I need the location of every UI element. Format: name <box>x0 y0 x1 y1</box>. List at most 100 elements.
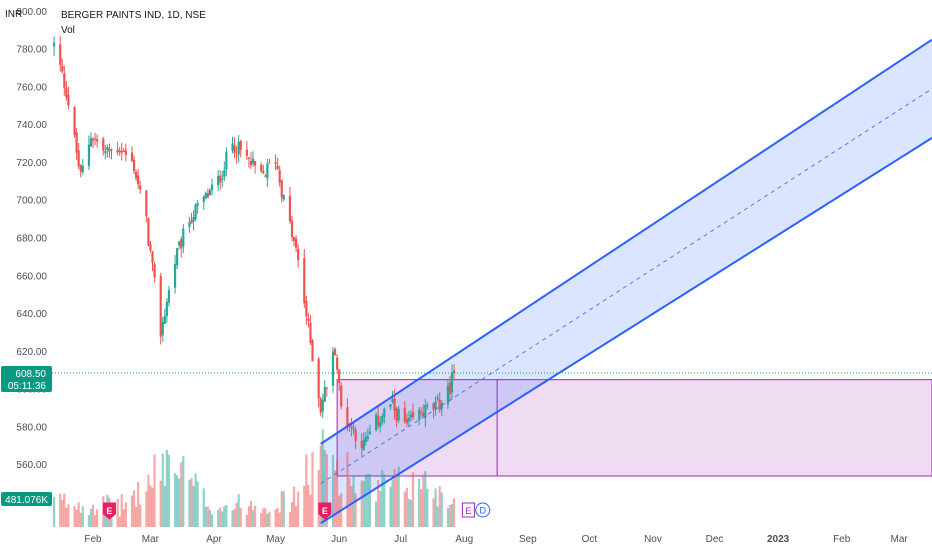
volume-bar <box>436 506 439 527</box>
candle-body <box>288 195 292 222</box>
candle-body <box>91 138 95 141</box>
volume-bar <box>249 500 253 527</box>
candle-body <box>137 175 140 185</box>
volume-bar <box>438 486 441 527</box>
candle-body <box>282 195 285 200</box>
candle-body <box>364 437 367 443</box>
candle-body <box>182 228 185 247</box>
volume-bar <box>75 509 78 527</box>
candle-body <box>266 163 269 179</box>
volume-indicator-label[interactable]: Vol <box>61 25 75 36</box>
candle-body <box>333 348 337 356</box>
candle-body <box>409 414 413 418</box>
volume-bar <box>63 493 66 527</box>
volume-bar <box>165 449 168 527</box>
volume-bar <box>264 508 267 527</box>
candle-body <box>87 144 91 167</box>
candle-body <box>325 387 328 389</box>
volume-bar <box>67 504 70 527</box>
candle-body <box>420 412 423 414</box>
candle-body <box>450 372 454 393</box>
volume-bar <box>202 488 205 527</box>
volume-bar <box>120 494 123 527</box>
earnings-letter: E <box>322 506 328 516</box>
volume-bar <box>192 485 195 527</box>
candle-body <box>305 301 308 317</box>
candle-body <box>446 385 449 405</box>
candle-body <box>407 418 411 422</box>
candle-body <box>208 189 212 196</box>
candle-body <box>225 151 228 170</box>
candle-body <box>331 351 335 386</box>
volume-bar <box>377 479 380 527</box>
volume-bar <box>221 511 224 527</box>
candle-body <box>67 94 70 106</box>
y-tick-label: 800.00 <box>16 7 47 18</box>
candle-body <box>377 415 380 426</box>
x-tick-label: Dec <box>706 534 724 545</box>
volume-bar <box>118 516 121 527</box>
candle-body <box>75 132 78 153</box>
candle-body <box>338 369 341 383</box>
volume-bar <box>397 466 400 527</box>
volume-bar <box>422 474 425 527</box>
candles <box>52 36 456 456</box>
volume-bar <box>424 471 427 527</box>
candle-body <box>139 185 142 190</box>
volume-bar <box>307 485 310 527</box>
y-tick-label: 700.00 <box>16 196 47 207</box>
volume-bar <box>274 509 277 527</box>
candle-body <box>438 399 441 411</box>
volume-bar <box>391 479 394 527</box>
candle-body <box>411 412 415 418</box>
volume-bar <box>303 485 306 527</box>
candle-body <box>397 409 400 421</box>
last-price-badge <box>1 366 52 393</box>
candle-body <box>153 264 156 278</box>
volume-bar <box>288 511 292 527</box>
candle-body <box>432 403 435 410</box>
volume-bar <box>278 512 281 527</box>
candle-body <box>262 171 265 174</box>
candle-body <box>426 405 429 407</box>
volume-bar <box>81 506 84 527</box>
volume-bar <box>130 495 134 527</box>
volume-bar <box>407 498 411 527</box>
candle-body <box>231 143 234 151</box>
volume-bar <box>368 474 372 527</box>
candle-body <box>110 149 113 151</box>
volume-bar <box>178 478 181 527</box>
candle-body <box>145 190 148 217</box>
candle-body <box>292 236 296 241</box>
volume-bar <box>448 504 452 527</box>
candle-body <box>276 165 279 170</box>
volume-bar <box>210 514 214 527</box>
candle-body <box>118 150 121 152</box>
candle-body <box>202 196 205 203</box>
candle-body <box>389 404 392 408</box>
volume-bar <box>333 470 337 527</box>
volume-bar <box>253 505 257 527</box>
candle-body <box>278 170 281 183</box>
candle-body <box>120 150 123 154</box>
candle-body <box>77 150 80 167</box>
volume-bar <box>409 499 413 527</box>
x-tick-label: Jun <box>331 534 347 545</box>
candle-body <box>106 147 109 151</box>
volume-bar <box>282 491 285 527</box>
candle-body <box>360 440 363 449</box>
volume-bar <box>217 509 220 527</box>
candle-body <box>122 151 125 153</box>
x-tick-label: Feb <box>833 534 851 545</box>
channel-lower-line <box>320 137 932 525</box>
volume-bar <box>350 486 353 527</box>
volume-bar <box>235 502 238 527</box>
y-tick-label: 720.00 <box>16 158 47 169</box>
candle-body <box>352 428 355 430</box>
volume-bar <box>77 502 80 527</box>
volume-bar <box>262 508 265 527</box>
x-tick-label: Nov <box>644 534 662 545</box>
dividend-letter: D <box>480 506 487 516</box>
candle-body <box>297 248 300 260</box>
